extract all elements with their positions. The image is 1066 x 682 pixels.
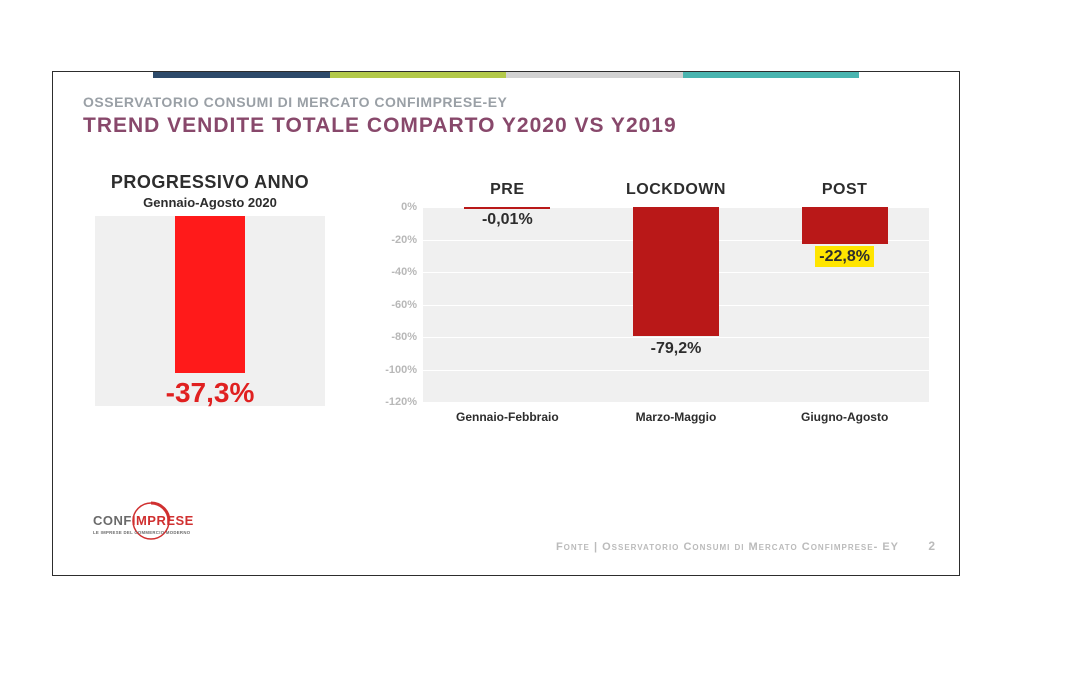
y-axis-tick-label: -40% bbox=[371, 266, 417, 278]
source-prefix: Fonte bbox=[556, 541, 594, 553]
chart-value-label: -22,8% bbox=[760, 248, 929, 266]
month-range-label: Giugno-Agosto bbox=[760, 410, 929, 424]
chart-bar bbox=[464, 207, 550, 209]
confimprese-logo: CONFIMPRESE LE IMPRESE DEL COMMERCIO MOD… bbox=[83, 493, 203, 553]
month-range-label: Marzo-Maggio bbox=[592, 410, 761, 424]
left-header-2: Gennaio-Agosto 2020 bbox=[95, 195, 325, 210]
svg-text:LE IMPRESE DEL COMMERCIO MODER: LE IMPRESE DEL COMMERCIO MODERNO bbox=[93, 530, 191, 535]
y-axis-tick-label: -20% bbox=[371, 234, 417, 246]
chart-bar bbox=[633, 207, 719, 336]
chart-column: LOCKDOWN-79,2%Marzo-Maggio bbox=[592, 207, 761, 402]
chart-value-label: -79,2% bbox=[592, 340, 761, 358]
page-number: 2 bbox=[928, 539, 935, 553]
right-chart-plot-area: 0%-20%-40%-60%-80%-100%-120%PRE-0,01%Gen… bbox=[423, 207, 929, 402]
accent-strip-segment bbox=[330, 72, 507, 78]
overline-text: OSSERVATORIO CONSUMI DI MERCATO CONFIMPR… bbox=[83, 94, 507, 110]
svg-text:CONFIMPRESE: CONFIMPRESE bbox=[93, 513, 194, 528]
y-axis-tick-label: -80% bbox=[371, 331, 417, 343]
left-chart-value-label: -37,3% bbox=[95, 377, 325, 409]
period-label: POST bbox=[760, 181, 929, 199]
source-footnote: Fonte | Osservatorio Consumi di Mercato … bbox=[556, 541, 899, 553]
y-axis-tick-label: -60% bbox=[371, 299, 417, 311]
slide-frame: OSSERVATORIO CONSUMI DI MERCATO CONFIMPR… bbox=[52, 71, 960, 576]
accent-strip-segment bbox=[683, 72, 860, 78]
accent-strip-segment bbox=[506, 72, 683, 78]
left-progressive-block: PROGRESSIVO ANNO Gennaio-Agosto 2020 -37… bbox=[95, 172, 325, 406]
period-label: LOCKDOWN bbox=[592, 181, 761, 199]
right-bar-chart: 0%-20%-40%-60%-80%-100%-120%PRE-0,01%Gen… bbox=[363, 172, 929, 432]
slide-title: TREND VENDITE TOTALE COMPARTO Y2020 VS Y… bbox=[83, 114, 677, 138]
chart-value-label: -0,01% bbox=[423, 211, 592, 229]
left-chart-bar bbox=[175, 216, 245, 373]
chart-bar bbox=[802, 207, 888, 244]
month-range-label: Gennaio-Febbraio bbox=[423, 410, 592, 424]
y-axis-tick-label: 0% bbox=[371, 201, 417, 213]
y-axis-tick-label: -100% bbox=[371, 364, 417, 376]
y-axis-tick-label: -120% bbox=[371, 396, 417, 408]
left-header-1: PROGRESSIVO ANNO bbox=[95, 172, 325, 193]
accent-strip-segment bbox=[153, 72, 330, 78]
top-accent-strip bbox=[153, 72, 859, 78]
left-bar-chart: -37,3% bbox=[95, 216, 325, 406]
chart-column: POST-22,8%Giugno-Agosto bbox=[760, 207, 929, 402]
chart-column: PRE-0,01%Gennaio-Febbraio bbox=[423, 207, 592, 402]
gridline bbox=[423, 402, 929, 403]
source-text: Osservatorio Consumi di Mercato Confimpr… bbox=[598, 541, 899, 553]
period-label: PRE bbox=[423, 181, 592, 199]
